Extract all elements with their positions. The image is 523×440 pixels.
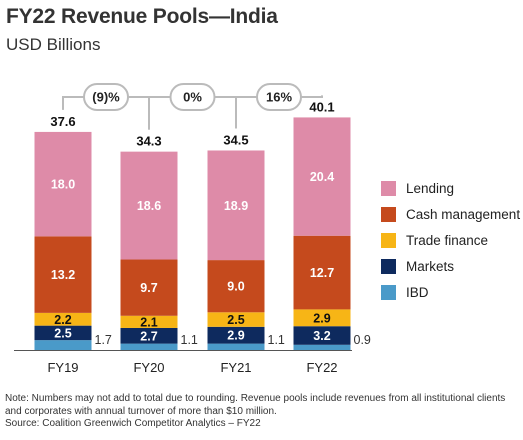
bar-trade-finance-fy19 [34, 312, 92, 326]
bar-cash-management-fy20 [120, 259, 178, 316]
bar-cash-management-fy21 [207, 260, 265, 313]
data-label-cash-management-fy19: 13.2 [51, 268, 75, 282]
bar-cash-management-fy22 [293, 235, 351, 310]
bar-trade-finance-fy21 [207, 312, 265, 327]
legend-item-trade-finance: Trade finance [381, 227, 520, 253]
data-label-lending-fy21: 18.9 [224, 199, 248, 213]
total-label-fy21: 34.5 [223, 132, 248, 147]
data-label-lending-fy19: 18.0 [51, 178, 75, 192]
data-label-ibd-fy20: 1.1 [181, 333, 198, 347]
bar-ibd-fy19 [34, 340, 92, 350]
bar-lending-fy22 [293, 117, 351, 236]
legend-swatch-ibd [381, 284, 396, 300]
growth-pill-3 [256, 83, 302, 111]
bar-markets-fy21 [207, 326, 265, 344]
data-label-markets-fy20: 2.7 [140, 329, 157, 343]
bar-trade-finance-fy20 [120, 315, 178, 328]
total-label-fy19: 37.6 [50, 114, 75, 129]
data-label-lending-fy22: 20.4 [310, 170, 334, 184]
data-label-ibd-fy21: 1.1 [268, 333, 285, 347]
bar-lending-fy20 [120, 151, 178, 260]
data-label-cash-management-fy20: 9.7 [140, 281, 157, 295]
data-label-markets-fy21: 2.9 [227, 329, 244, 343]
data-label-trade-finance-fy19: 2.2 [54, 313, 71, 327]
legend-item-ibd: IBD [381, 279, 520, 305]
legend-swatch-cash-management [381, 206, 396, 222]
bar-ibd-fy21 [207, 343, 265, 350]
data-label-cash-management-fy21: 9.0 [227, 280, 244, 294]
legend-swatch-markets [381, 258, 396, 274]
footnote-source: Source: Coalition Greenwich Competitor A… [5, 418, 261, 429]
data-label-markets-fy22: 3.2 [313, 329, 330, 343]
bar-cash-management-fy19 [34, 236, 92, 313]
growth-pill-1 [83, 83, 129, 111]
bar-lending-fy19 [34, 131, 92, 237]
legend-label-ibd: IBD [406, 284, 429, 300]
data-label-trade-finance-fy21: 2.5 [227, 313, 244, 327]
data-label-trade-finance-fy20: 2.1 [140, 315, 157, 329]
total-label-fy20: 34.3 [136, 134, 161, 149]
legend-label-markets: Markets [406, 258, 455, 274]
bar-ibd-fy22 [293, 344, 351, 350]
data-label-trade-finance-fy22: 2.9 [313, 311, 330, 325]
x-tick-label-fy21: FY21 [220, 360, 251, 375]
bar-ibd-fy20 [120, 343, 178, 350]
growth-label-1: (9)% [92, 90, 120, 105]
legend-swatch-trade-finance [381, 232, 396, 248]
chart-title: FY22 Revenue Pools—India [6, 5, 278, 28]
bar-markets-fy19 [34, 325, 92, 341]
total-label-fy22: 40.1 [309, 99, 334, 114]
legend-item-markets: Markets [381, 253, 520, 279]
data-label-cash-management-fy22: 12.7 [310, 266, 334, 280]
data-label-ibd-fy22: 0.9 [354, 333, 371, 347]
footnote-note: Note: Numbers may not add to total due t… [5, 393, 506, 417]
bar-lending-fy21 [207, 150, 265, 261]
legend-swatch-lending [381, 180, 396, 196]
bar-markets-fy22 [293, 326, 351, 345]
x-tick-label-fy20: FY20 [133, 360, 164, 375]
legend-item-lending: Lending [381, 175, 520, 201]
growth-pill-2 [169, 83, 216, 111]
x-tick-label-fy22: FY22 [306, 360, 337, 375]
legend-label-lending: Lending [406, 180, 455, 196]
chart-subtitle: USD Billions [6, 35, 101, 54]
legend-label-trade-finance: Trade finance [406, 232, 489, 248]
data-label-ibd-fy19: 1.7 [95, 333, 112, 347]
bar-markets-fy20 [120, 327, 178, 344]
data-label-lending-fy20: 18.6 [137, 199, 161, 213]
footnote: Note: Numbers may not add to total due t… [5, 393, 517, 431]
x-tick-label-fy19: FY19 [47, 360, 78, 375]
data-label-markets-fy19: 2.5 [54, 326, 71, 340]
bar-trade-finance-fy22 [293, 309, 351, 327]
legend-item-cash-management: Cash management [381, 201, 520, 227]
growth-label-3: 16% [266, 90, 292, 105]
chart-legend: Lending Cash management Trade finance Ma… [381, 175, 520, 305]
growth-label-2: 0% [183, 90, 202, 105]
legend-label-cash-management: Cash management [406, 206, 521, 222]
